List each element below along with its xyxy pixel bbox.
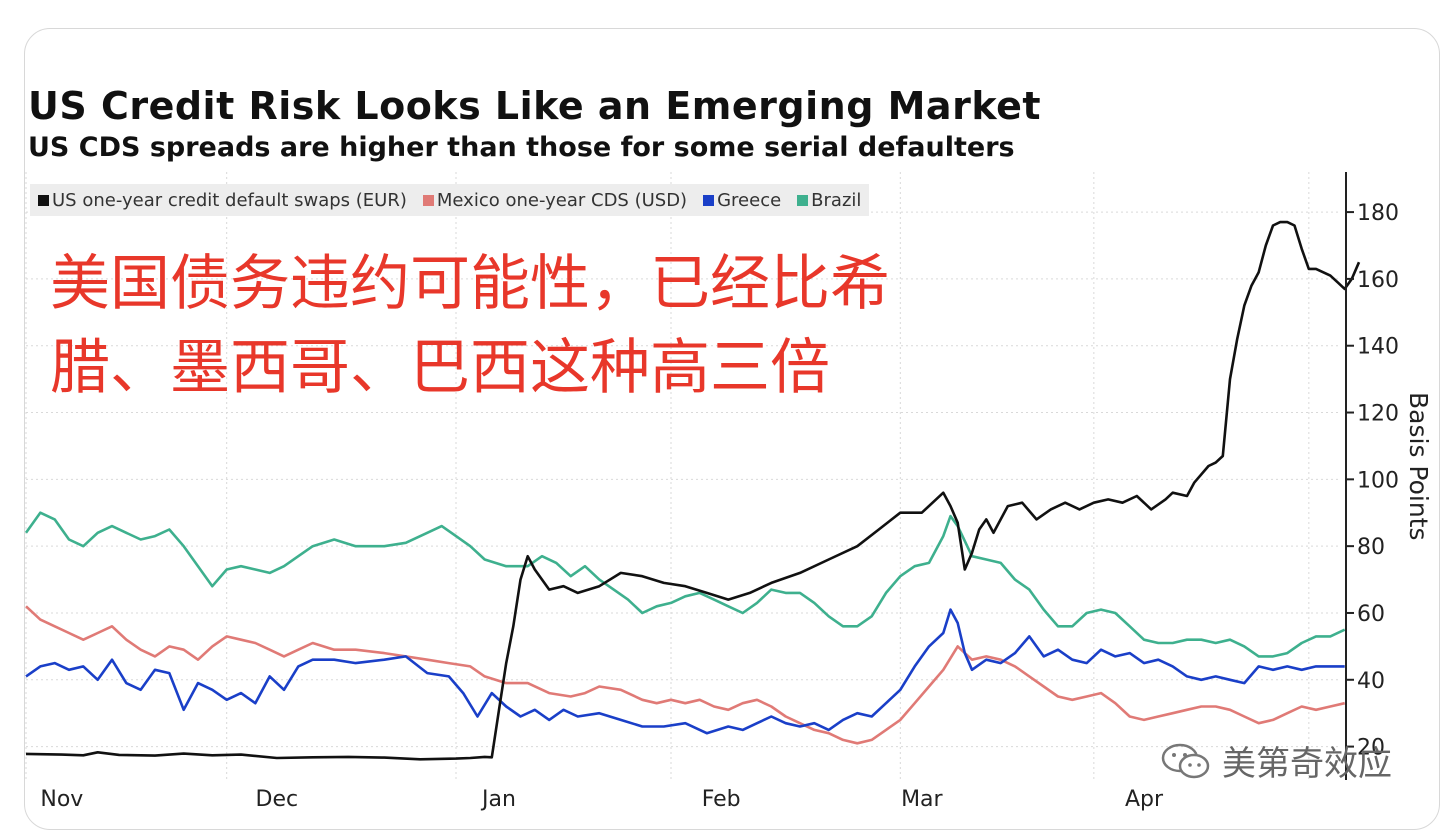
legend-label-mexico: Mexico one-year CDS (USD) [436,189,688,211]
legend-label-brazil: Brazil [811,189,862,211]
series-line-mexico [25,605,1345,745]
legend-swatch-us [38,194,49,206]
x-tick-label: Mar [901,787,943,812]
legend-item-brazil: Brazil [797,190,861,211]
legend-item-us: US one-year credit default swaps (EUR) [38,190,407,211]
x-tick-label: Nov [40,787,83,812]
grid [25,172,1340,780]
y-tick-label: 180 [1357,201,1399,226]
series-line-brazil [24,511,1346,658]
overlay-caption-line-2: 腊、墨西哥、巴西这种高三倍 [50,333,830,403]
y-tick-label: 120 [1357,402,1399,427]
y-axis: 20 40 60 80 100 120 140 160 180 [1345,172,1399,780]
wechat-icon [1161,743,1210,778]
legend-swatch-brazil [797,194,809,206]
legend-swatch-greece [703,194,715,206]
x-tick-label: Dec [256,787,299,812]
series-group [24,220,1361,761]
overlay-caption: 美国债务违约可能性，已经比希 腊、墨西哥、巴西这种高三倍 [50,242,890,410]
watermark: 美第奇效应 [1158,736,1392,785]
y-tick-label: 20 [1357,736,1385,761]
y-tick-label: 40 [1357,669,1385,694]
watermark-text: 美第奇效应 [1222,744,1392,784]
y-axis-label: Basis Points [1404,392,1433,541]
overlay-caption-line-1: 美国债务违约可能性，已经比希 [50,249,890,319]
series-line-greece [25,608,1345,735]
y-tick-label: 100 [1357,468,1399,493]
legend-item-mexico: Mexico one-year CDS (USD) [422,189,688,211]
series-line-us [25,220,1361,761]
legend-label-greece: Greece [717,189,782,211]
y-tick-label: 140 [1357,335,1399,360]
y-tick-label: 160 [1357,268,1399,293]
legend-swatch-mexico [422,194,434,206]
x-tick-label: Apr [1125,787,1164,812]
y-tick-label: 80 [1357,535,1385,560]
chart-title: US Credit Risk Looks Like an Emerging Ma… [28,84,1042,128]
legend-item-greece: Greece [703,190,781,211]
legend: US one-year credit default swaps (EUR) M… [30,184,870,216]
x-axis: Nov Dec Jan Feb Mar Apr [40,787,1164,812]
x-tick-label: Jan [480,787,516,812]
y-tick-label: 60 [1357,602,1385,627]
legend-label-us: US one-year credit default swaps (EUR) [52,189,407,211]
chart-subtitle: US CDS spreads are higher than those for… [28,132,1015,163]
x-tick-label: Feb [702,787,741,812]
